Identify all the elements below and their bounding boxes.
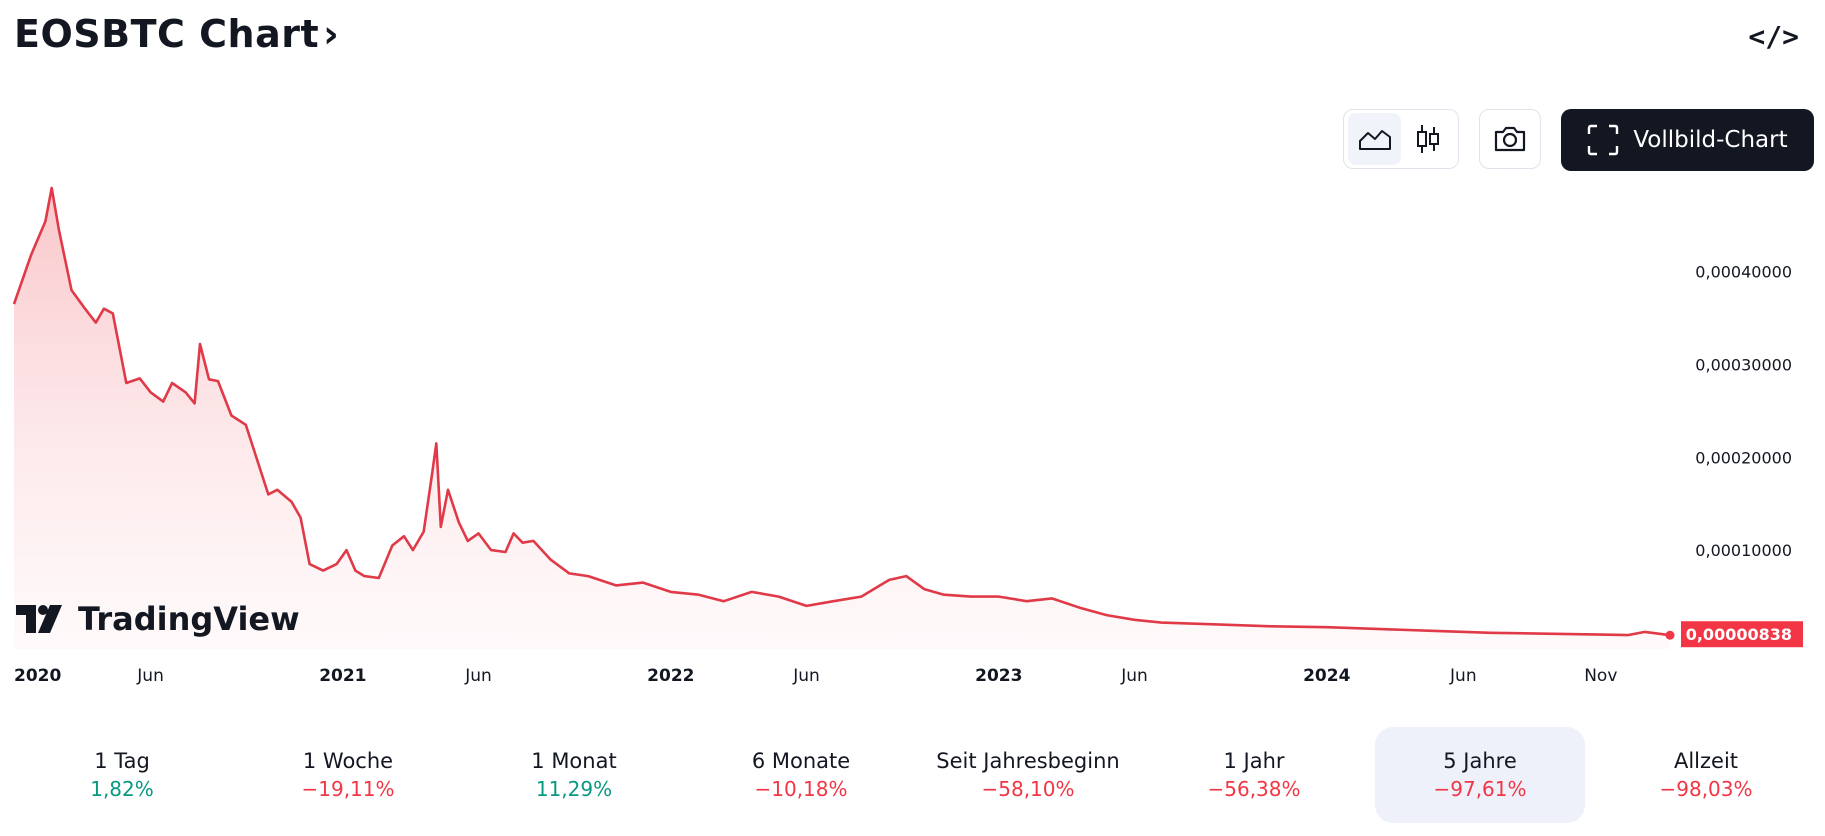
chevron-right-icon: › bbox=[323, 12, 340, 56]
x-tick-label: 2024 bbox=[1303, 666, 1350, 686]
period-tab[interactable]: Seit Jahresbeginn −58,10% bbox=[923, 727, 1133, 823]
period-tab[interactable]: 1 Jahr −56,38% bbox=[1149, 727, 1359, 823]
period-label: 1 Jahr bbox=[1223, 749, 1285, 773]
fullscreen-icon bbox=[1588, 124, 1619, 156]
x-tick-label: Jun bbox=[1449, 666, 1477, 686]
fullscreen-label: Vollbild-Chart bbox=[1633, 127, 1788, 153]
x-tick-label: 2020 bbox=[14, 666, 61, 686]
y-tick-label: 0,00040000 bbox=[1695, 263, 1792, 282]
period-change-value: −56,38% bbox=[1207, 777, 1301, 801]
y-tick-label: 0,00020000 bbox=[1695, 448, 1792, 467]
price-area-fill bbox=[14, 188, 1670, 649]
y-tick-label: 0,00010000 bbox=[1695, 541, 1792, 560]
x-tick-label: 2021 bbox=[319, 666, 366, 686]
x-tick-label: Jun bbox=[464, 666, 492, 686]
camera-icon bbox=[1494, 126, 1526, 152]
chart-type-toggle bbox=[1343, 109, 1459, 169]
price-chart[interactable]: 0,00010000 0,00020000 0,00030000 0,00040000… bbox=[0, 180, 1825, 690]
y-tick-label: 0,00030000 bbox=[1695, 355, 1792, 374]
period-label: 6 Monate bbox=[751, 749, 851, 773]
period-tab[interactable]: 5 Jahre −97,61% bbox=[1375, 727, 1585, 823]
last-price-label: 0,00000838 bbox=[1686, 625, 1792, 644]
period-label: Seit Jahresbeginn bbox=[936, 749, 1120, 773]
period-label: Allzeit bbox=[1673, 749, 1739, 773]
fullscreen-chart-button[interactable]: Vollbild-Chart bbox=[1561, 109, 1814, 171]
last-price-badge bbox=[1681, 621, 1803, 648]
tradingview-logo-icon bbox=[16, 605, 62, 633]
period-change-value: −10,18% bbox=[754, 777, 848, 801]
x-tick-label: 2023 bbox=[975, 666, 1022, 686]
area-chart-icon bbox=[1358, 130, 1391, 150]
period-label: 5 Jahre bbox=[1443, 749, 1517, 773]
period-tab[interactable]: 1 Woche −19,11% bbox=[243, 727, 453, 823]
period-change-value: 11,29% bbox=[535, 777, 613, 801]
period-change-value: −58,10% bbox=[981, 777, 1075, 801]
price-series-line bbox=[12, 186, 1671, 637]
period-tab[interactable]: 1 Tag 1,82% bbox=[17, 727, 227, 823]
period-label: 1 Monat bbox=[531, 749, 617, 773]
period-tab[interactable]: 1 Monat 11,29% bbox=[469, 727, 679, 823]
embed-code-icon[interactable]: </> bbox=[1748, 20, 1799, 53]
period-change-value: −97,61% bbox=[1433, 777, 1527, 801]
last-price-dot bbox=[1665, 630, 1675, 640]
period-label: 1 Tag bbox=[94, 749, 150, 773]
area-chart-button[interactable] bbox=[1348, 113, 1401, 165]
period-change-value: −19,11% bbox=[301, 777, 395, 801]
tradingview-logo[interactable]: TradingView bbox=[16, 600, 300, 638]
x-tick-label: Jun bbox=[136, 666, 164, 686]
period-change-value: −98,03% bbox=[1659, 777, 1753, 801]
screenshot-button[interactable] bbox=[1479, 109, 1541, 169]
title-text: EOSBTC Chart bbox=[14, 12, 320, 56]
x-tick-label: Jun bbox=[792, 666, 820, 686]
tradingview-logo-text: TradingView bbox=[78, 600, 300, 638]
x-tick-label: Nov bbox=[1584, 666, 1617, 686]
period-tab[interactable]: 6 Monate −10,18% bbox=[696, 727, 906, 823]
period-performance-bar: 1 Tag 1,82% 1 Woche −19,11% 1 Monat 11,29% 6 M… bbox=[0, 727, 1825, 823]
period-change-value: 1,82% bbox=[90, 777, 154, 801]
x-tick-label: 2022 bbox=[647, 666, 694, 686]
page-title[interactable]: EOSBTC Chart › bbox=[14, 12, 339, 56]
x-tick-label: Jun bbox=[1120, 666, 1148, 686]
candlestick-button[interactable] bbox=[1401, 113, 1454, 165]
period-label: 1 Woche bbox=[302, 749, 394, 773]
period-tab[interactable]: Allzeit −98,03% bbox=[1601, 727, 1811, 823]
candlestick-icon bbox=[1416, 125, 1439, 153]
